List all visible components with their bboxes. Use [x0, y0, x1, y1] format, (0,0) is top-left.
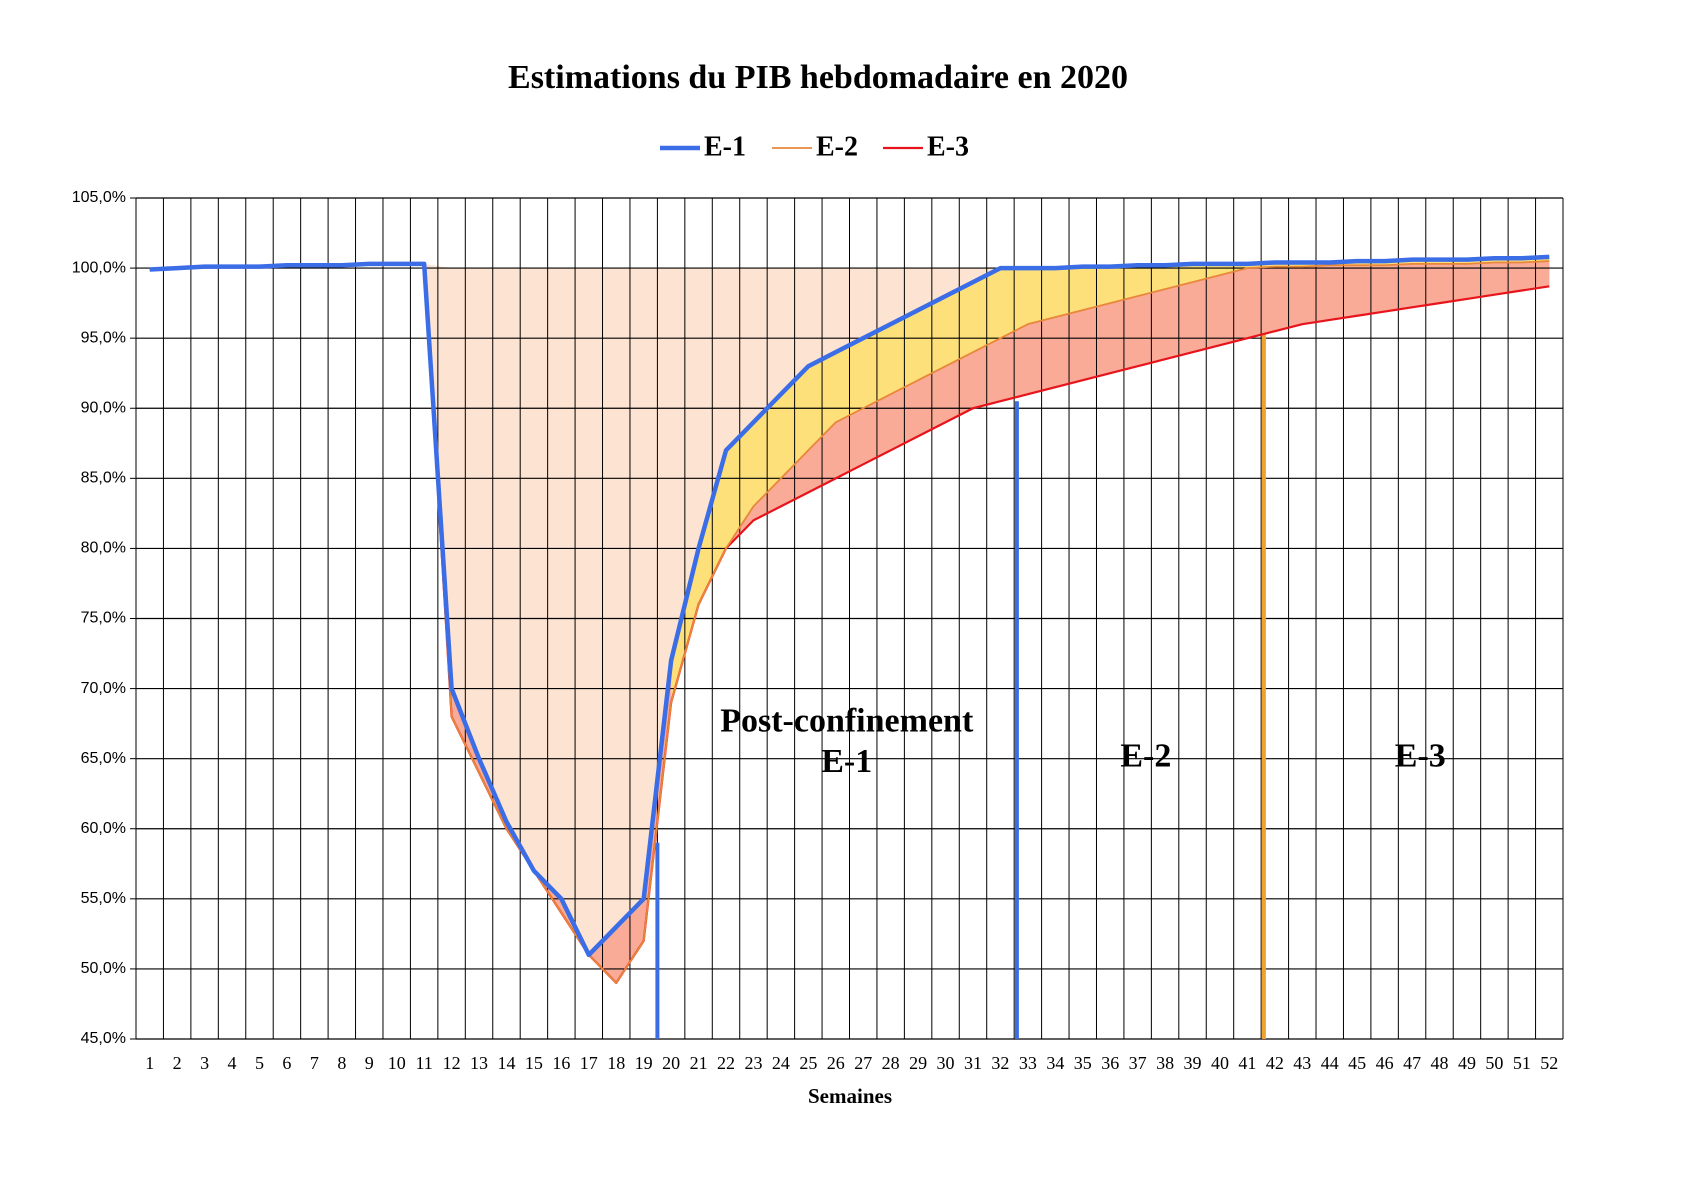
- x-tick-label: 6: [282, 1053, 291, 1073]
- x-tick-label: 34: [1046, 1053, 1064, 1073]
- x-tick-label: 50: [1485, 1053, 1503, 1073]
- decline-fill: [424, 256, 1550, 955]
- x-tick-label: 30: [937, 1053, 955, 1073]
- x-tick-label: 42: [1266, 1053, 1284, 1073]
- x-tick-label: 46: [1376, 1053, 1394, 1073]
- x-tick-label: 36: [1101, 1053, 1119, 1073]
- x-tick-label: 49: [1458, 1053, 1476, 1073]
- y-tick-label: 105,0%: [72, 189, 126, 206]
- x-tick-label: 9: [365, 1053, 374, 1073]
- x-tick-label: 35: [1074, 1053, 1092, 1073]
- x-tick-label: 4: [228, 1053, 237, 1073]
- y-tick-label: 75,0%: [81, 610, 126, 627]
- x-tick-label: 2: [173, 1053, 182, 1073]
- x-tick-label: 16: [552, 1053, 570, 1073]
- x-tick-label: 38: [1156, 1053, 1174, 1073]
- legend-label: E-3: [927, 131, 969, 162]
- y-tick-label: 60,0%: [81, 820, 126, 837]
- x-tick-label: 40: [1211, 1053, 1229, 1073]
- x-tick-label: 15: [525, 1053, 543, 1073]
- y-tick-label: 85,0%: [81, 470, 126, 487]
- x-tick-label: 28: [882, 1053, 900, 1073]
- x-tick-label: 31: [964, 1053, 982, 1073]
- annotation: E-1: [821, 743, 872, 780]
- x-tick-label: 5: [255, 1053, 264, 1073]
- x-tick-label: 26: [827, 1053, 845, 1073]
- y-tick-label: 65,0%: [81, 750, 126, 767]
- x-tick-label: 44: [1321, 1053, 1339, 1073]
- x-tick-label: 1: [145, 1053, 154, 1073]
- x-tick-label: 37: [1129, 1053, 1147, 1073]
- annotation: E-2: [1120, 737, 1171, 774]
- annotation: E-3: [1395, 737, 1446, 774]
- y-tick-label: 95,0%: [81, 329, 126, 346]
- legend-label: E-2: [816, 131, 858, 162]
- x-tick-label: 10: [388, 1053, 406, 1073]
- e2-band-fill: [671, 256, 1550, 703]
- x-tick-label: 11: [415, 1053, 432, 1073]
- x-tick-label: 33: [1019, 1053, 1037, 1073]
- chart-title: Estimations du PIB hebdomadaire en 2020: [508, 59, 1128, 96]
- x-axis-label: Semaines: [808, 1084, 892, 1108]
- x-tick-label: 45: [1348, 1053, 1366, 1073]
- x-tick-label: 8: [337, 1053, 346, 1073]
- annotation: Post-confinement: [720, 702, 974, 739]
- y-tick-label: 70,0%: [81, 680, 126, 697]
- x-tick-label: 12: [443, 1053, 461, 1073]
- x-tick-label: 51: [1513, 1053, 1531, 1073]
- x-tick-label: 25: [799, 1053, 817, 1073]
- e3-band-fill: [671, 261, 1550, 703]
- x-tick-label: 19: [635, 1053, 653, 1073]
- x-tick-label: 3: [200, 1053, 209, 1073]
- x-tick-label: 52: [1540, 1053, 1558, 1073]
- y-tick-label: 55,0%: [81, 890, 126, 907]
- y-tick-label: 45,0%: [81, 1030, 126, 1047]
- x-tick-label: 20: [662, 1053, 680, 1073]
- x-tick-label: 32: [991, 1053, 1009, 1073]
- series-line: [149, 254, 1550, 958]
- y-tick-label: 50,0%: [81, 960, 126, 977]
- x-tick-label: 13: [470, 1053, 488, 1073]
- x-tick-label: 29: [909, 1053, 927, 1073]
- x-tick-label: 27: [854, 1053, 872, 1073]
- legend-label: E-1: [704, 131, 746, 162]
- y-tick-label: 80,0%: [81, 540, 126, 557]
- x-tick-label: 47: [1403, 1053, 1421, 1073]
- x-tick-label: 17: [580, 1053, 598, 1073]
- y-tick-label: 100,0%: [72, 259, 126, 276]
- x-tick-label: 24: [772, 1053, 790, 1073]
- x-tick-label: 41: [1238, 1053, 1256, 1073]
- x-tick-label: 21: [690, 1053, 708, 1073]
- x-tick-label: 18: [607, 1053, 625, 1073]
- x-tick-label: 7: [310, 1053, 319, 1073]
- x-tick-label: 39: [1184, 1053, 1202, 1073]
- x-tick-label: 22: [717, 1053, 735, 1073]
- x-tick-label: 43: [1293, 1053, 1311, 1073]
- x-tick-label: 14: [497, 1053, 515, 1073]
- x-tick-label: 48: [1431, 1053, 1449, 1073]
- y-tick-label: 90,0%: [81, 399, 126, 416]
- x-tick-label: 23: [744, 1053, 762, 1073]
